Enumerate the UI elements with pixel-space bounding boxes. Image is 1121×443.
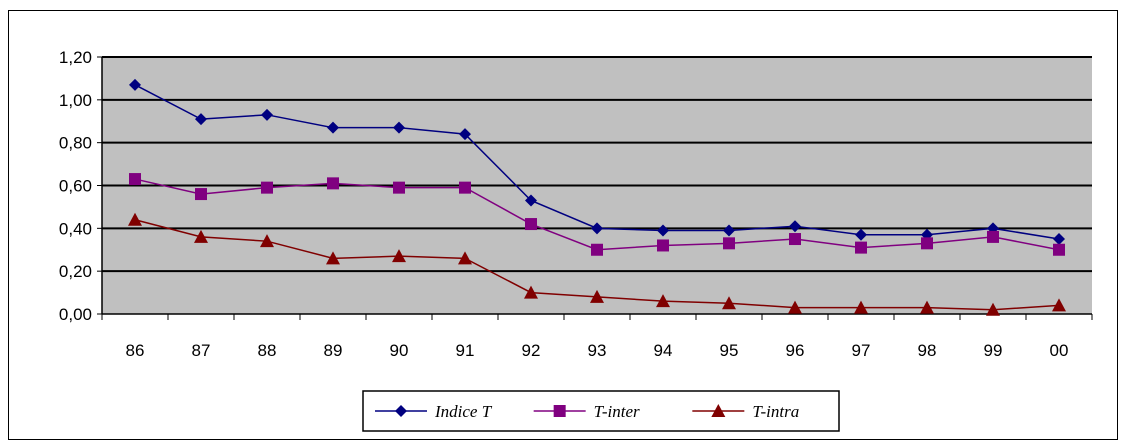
data-point	[459, 181, 471, 194]
data-point	[591, 243, 603, 256]
data-point	[327, 177, 339, 190]
data-point	[657, 239, 669, 252]
x-tick-label: 97	[852, 341, 871, 360]
data-point	[657, 224, 669, 237]
x-tick-label: 99	[984, 341, 1003, 360]
data-point	[459, 128, 471, 141]
data-point	[128, 212, 142, 226]
data-point	[590, 289, 604, 303]
data-point	[591, 222, 603, 235]
legend: Indice T T-inter T-intra	[362, 390, 840, 432]
data-point	[129, 173, 141, 186]
chart-frame: 0,00 0,20 0,40 0,60 0,80 1,00 1,20 86 87 88 89 90 91…	[8, 10, 1118, 440]
line-chart: 0,00 0,20 0,40 0,60 0,80 1,00 1,20 86 87 88 89 90 91…	[59, 48, 1093, 432]
y-tick-label: 0,80	[59, 134, 92, 153]
data-point	[326, 251, 340, 265]
data-point	[986, 302, 1000, 316]
series-layer	[128, 78, 1066, 316]
data-point	[789, 220, 801, 233]
data-point	[1052, 298, 1066, 312]
x-tick-label: 95	[720, 341, 739, 360]
series-t-intra	[128, 212, 1066, 316]
data-point	[854, 300, 868, 314]
data-point	[788, 300, 802, 314]
data-point	[525, 194, 537, 207]
data-point	[261, 108, 273, 121]
legend-entry: Indice T	[375, 402, 493, 421]
data-point	[525, 218, 537, 231]
legend-box	[362, 390, 840, 432]
y-tick-label: 0,20	[59, 262, 92, 281]
data-point	[723, 237, 735, 250]
y-tick-label: 0,60	[59, 177, 92, 196]
legend-label: Indice T	[434, 402, 493, 421]
data-point	[656, 294, 670, 308]
x-tick-label: 90	[390, 341, 409, 360]
x-tick-label: 93	[588, 341, 607, 360]
y-tick-label: 1,20	[59, 48, 92, 67]
data-point	[195, 188, 207, 201]
x-tick-label: 89	[324, 341, 343, 360]
data-point	[327, 121, 339, 134]
data-point	[723, 224, 735, 237]
data-point	[195, 113, 207, 126]
data-point	[524, 285, 538, 299]
x-tick-label: 88	[258, 341, 277, 360]
data-point	[920, 300, 934, 314]
y-tick-label: 0,00	[59, 305, 92, 324]
data-point	[261, 181, 273, 194]
legend-marker	[553, 405, 566, 417]
data-point	[392, 249, 406, 263]
y-tick-label: 0,40	[59, 219, 92, 238]
data-point	[194, 229, 208, 243]
legend-entry: T-inter	[533, 402, 640, 421]
data-point	[855, 228, 867, 241]
x-tick-label: 98	[918, 341, 937, 360]
x-tick-label: 92	[522, 341, 541, 360]
legend-label: T-intra	[752, 402, 799, 421]
series-t-inter	[129, 173, 1065, 256]
x-tick-label: 96	[786, 341, 805, 360]
data-point	[987, 230, 999, 243]
data-point	[789, 233, 801, 246]
data-point	[1053, 233, 1065, 246]
x-tick-label: 00	[1050, 341, 1069, 360]
legend-label: T-inter	[594, 402, 640, 421]
x-tick-label: 94	[654, 341, 673, 360]
data-point	[1053, 243, 1065, 256]
axes: 0,00 0,20 0,40 0,60 0,80 1,00 1,20 86 87 88 89 90 91…	[59, 48, 1093, 360]
data-point	[129, 78, 141, 91]
x-tick-label: 87	[192, 341, 211, 360]
data-point	[458, 251, 472, 265]
legend-marker	[711, 404, 726, 417]
data-point	[393, 121, 405, 134]
legend-entry: T-intra	[692, 402, 799, 421]
y-tick-label: 1,00	[59, 91, 92, 110]
data-point	[855, 241, 867, 254]
x-tick-label: 91	[456, 341, 475, 360]
series-indice-t	[129, 78, 1065, 246]
data-point	[260, 234, 274, 248]
legend-marker	[395, 405, 407, 417]
data-point	[722, 296, 736, 310]
data-point	[393, 181, 405, 194]
x-tick-label: 86	[126, 341, 145, 360]
data-point	[921, 237, 933, 250]
